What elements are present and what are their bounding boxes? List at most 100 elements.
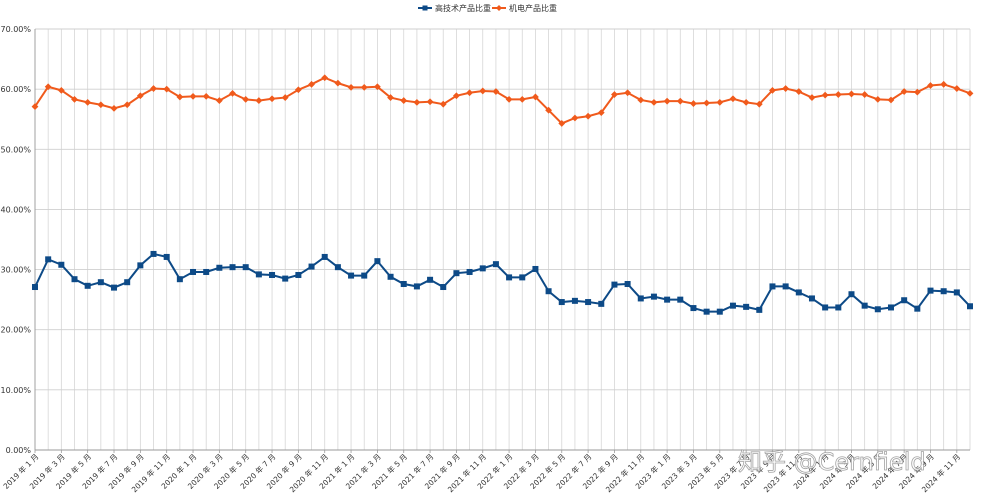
data-point xyxy=(110,104,118,112)
data-point xyxy=(650,293,657,300)
data-point xyxy=(518,95,526,103)
data-point xyxy=(690,305,697,312)
data-point xyxy=(940,288,947,295)
data-point xyxy=(295,271,302,278)
data-point xyxy=(690,100,697,107)
data-point xyxy=(308,263,315,270)
data-point xyxy=(361,272,368,279)
data-point xyxy=(571,297,578,304)
data-point xyxy=(663,97,671,105)
data-point xyxy=(255,271,262,278)
data-point xyxy=(111,284,118,291)
data-point xyxy=(466,89,473,97)
data-point xyxy=(479,265,486,272)
data-point xyxy=(268,95,276,103)
data-point xyxy=(532,265,539,272)
data-point xyxy=(163,253,170,260)
data-point xyxy=(124,279,131,286)
data-point xyxy=(97,279,104,286)
legend-label: 高技术产品比重 xyxy=(435,3,491,13)
data-point xyxy=(282,275,289,282)
data-point xyxy=(611,91,618,98)
data-point xyxy=(822,304,829,311)
data-point xyxy=(84,98,92,106)
data-point xyxy=(808,94,816,101)
data-point xyxy=(914,305,921,312)
data-point xyxy=(571,114,579,122)
data-point xyxy=(479,87,487,95)
data-point xyxy=(584,112,592,120)
data-point xyxy=(808,295,815,302)
legend-swatch-marker xyxy=(496,5,502,11)
data-point xyxy=(31,103,39,110)
data-point xyxy=(861,91,869,98)
data-point xyxy=(360,83,368,91)
data-point xyxy=(269,271,276,278)
data-point xyxy=(84,282,91,289)
data-point xyxy=(913,88,921,96)
data-point xyxy=(927,287,934,294)
data-point xyxy=(795,289,802,296)
data-point xyxy=(45,256,52,263)
data-point xyxy=(953,85,961,92)
data-point xyxy=(585,299,592,306)
data-point xyxy=(374,258,381,265)
data-point xyxy=(703,99,711,107)
data-point xyxy=(400,281,407,288)
y-tick-label: 70.00% xyxy=(0,25,31,34)
legend-label: 机电产品比重 xyxy=(509,3,557,13)
data-point xyxy=(835,304,842,311)
data-point xyxy=(532,93,539,101)
data-point xyxy=(664,296,671,303)
data-point xyxy=(782,283,789,290)
data-point xyxy=(347,83,355,91)
data-point xyxy=(150,250,157,257)
data-point xyxy=(742,98,750,106)
data-point xyxy=(57,86,65,94)
data-point xyxy=(756,306,763,313)
data-point xyxy=(900,88,908,95)
data-point xyxy=(321,74,329,82)
data-point xyxy=(137,262,144,269)
data-point xyxy=(150,85,157,92)
data-point xyxy=(598,300,605,307)
data-point xyxy=(387,273,394,280)
y-tick-label: 60.00% xyxy=(0,85,31,94)
data-point xyxy=(71,276,78,283)
data-point xyxy=(44,83,52,91)
data-point xyxy=(440,284,447,291)
data-point xyxy=(677,296,684,303)
data-point xyxy=(281,94,289,101)
data-point xyxy=(967,303,973,310)
data-point xyxy=(861,302,868,309)
data-point xyxy=(334,79,342,87)
data-point xyxy=(545,288,552,295)
data-point xyxy=(848,291,855,298)
data-point xyxy=(71,95,78,103)
data-point xyxy=(348,272,355,279)
y-tick-label: 20.00% xyxy=(0,326,31,335)
data-point xyxy=(176,93,184,101)
data-point xyxy=(927,82,934,89)
data-point xyxy=(202,92,210,100)
data-point xyxy=(703,308,710,315)
data-point xyxy=(558,299,565,306)
data-point xyxy=(505,95,513,103)
data-point xyxy=(637,295,644,302)
watermark-text: 知乎 @Cernfield xyxy=(738,448,926,476)
data-point xyxy=(163,85,171,93)
data-point xyxy=(229,89,236,97)
data-point xyxy=(901,297,908,304)
data-point xyxy=(650,98,658,106)
data-point xyxy=(874,95,882,103)
data-point xyxy=(215,97,223,104)
data-point xyxy=(834,91,842,98)
y-tick-label: 0.00% xyxy=(6,446,32,455)
data-point xyxy=(216,264,223,271)
data-point xyxy=(426,98,434,106)
data-point xyxy=(821,91,829,99)
data-point xyxy=(413,283,420,290)
y-tick-label: 30.00% xyxy=(0,266,31,275)
data-point xyxy=(743,303,750,310)
